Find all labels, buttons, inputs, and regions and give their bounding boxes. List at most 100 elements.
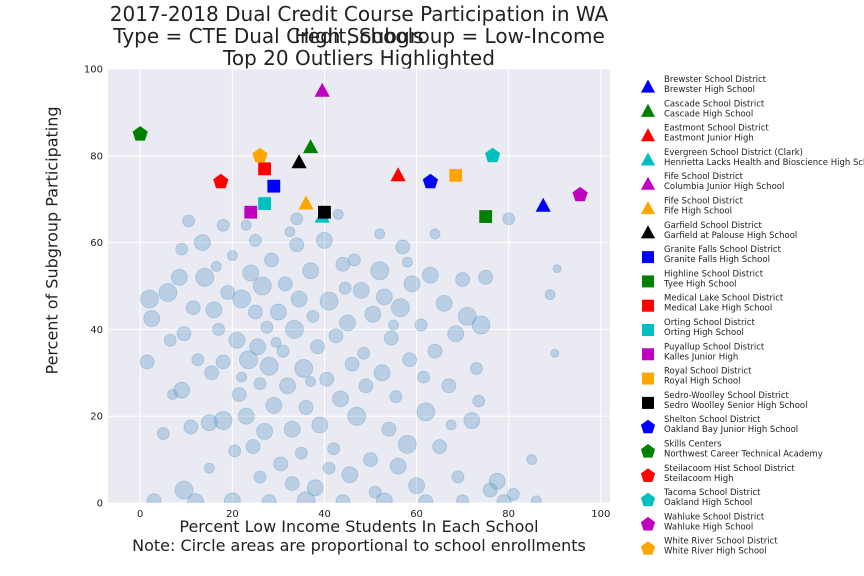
data-point: [389, 457, 407, 475]
legend-school: Tyee High School: [663, 279, 737, 289]
chart-title-line-1: 2017-2018 Dual Credit Course Participati…: [109, 2, 609, 48]
legend-district: Eastmont School District: [664, 124, 769, 134]
data-point: [408, 477, 425, 495]
data-point: [327, 442, 341, 456]
data-point: [414, 318, 428, 332]
y-tick-label: 40: [90, 325, 103, 336]
data-point: [213, 411, 233, 430]
data-point: [391, 298, 410, 318]
data-point: [200, 414, 218, 432]
legend-district: Fife School District: [664, 197, 744, 207]
data-point: [306, 479, 324, 497]
data-point: [373, 364, 391, 382]
legend-district: Highline School District: [664, 269, 764, 279]
data-point: [417, 370, 430, 384]
data-point: [231, 387, 247, 402]
data-point: [203, 462, 215, 474]
y-axis-label: Percent of Subgroup Participating: [42, 106, 62, 375]
data-point: [319, 371, 335, 387]
data-point: [158, 283, 178, 302]
highlight-marker: [258, 197, 271, 210]
data-point: [332, 390, 349, 408]
legend-marker: [640, 103, 656, 117]
legend-marker: [642, 275, 654, 288]
data-point: [226, 250, 238, 262]
legend-school: Eastmont Junior High: [664, 134, 754, 144]
legend-marker: [640, 541, 656, 555]
data-point: [270, 337, 282, 348]
legend-school: Fife High School: [664, 207, 732, 217]
data-point: [375, 288, 393, 306]
data-point: [295, 446, 308, 460]
data-point: [496, 494, 512, 503]
data-point: [185, 300, 201, 316]
data-point: [253, 377, 267, 391]
data-point: [470, 362, 483, 375]
data-point: [277, 276, 293, 292]
legend-marker: [642, 251, 654, 264]
highlight-marker: [252, 147, 268, 163]
x-tick-label: 60: [410, 509, 423, 520]
data-point: [364, 305, 382, 323]
highlight-marker: [485, 147, 501, 163]
data-point: [191, 353, 205, 367]
legend-district: Skills Centers: [664, 440, 722, 450]
legend-marker: [642, 348, 654, 361]
data-point: [212, 322, 225, 336]
chart-title-line-2: Type = CTE Dual Credit, Subgroup = Low-I…: [113, 24, 605, 48]
data-point: [455, 272, 471, 287]
data-point: [335, 494, 351, 503]
data-point: [232, 289, 251, 309]
data-point: [194, 234, 211, 252]
data-point: [526, 454, 538, 466]
legend-district: Puyallup School District: [664, 342, 765, 352]
data-point: [261, 494, 277, 503]
data-point: [247, 304, 263, 320]
data-point: [296, 491, 316, 503]
data-point: [471, 315, 491, 335]
data-point: [289, 237, 305, 253]
highlight-marker: [422, 173, 438, 189]
data-point: [328, 328, 344, 344]
data-point: [264, 252, 279, 268]
legend-district: Fife School District: [664, 172, 744, 182]
legend-marker: [640, 128, 656, 142]
data-point: [176, 326, 192, 342]
legend-school: Northwest Career Technical Academy: [664, 450, 823, 460]
data-point: [338, 281, 352, 295]
legend-marker: [640, 79, 656, 93]
x-tick-label: 40: [318, 509, 331, 520]
y-tick-label: 0: [97, 499, 103, 510]
data-point: [239, 350, 258, 370]
legend-marker: [640, 152, 656, 166]
data-point: [187, 493, 204, 503]
data-point: [290, 212, 304, 226]
data-point: [374, 228, 386, 240]
data-point: [482, 482, 498, 498]
y-tick-label: 60: [90, 238, 103, 249]
data-point: [506, 487, 520, 501]
legend-district: Royal School District: [664, 367, 752, 377]
data-point: [285, 319, 304, 339]
data-point: [432, 439, 447, 454]
data-point: [240, 219, 252, 231]
data-point: [383, 330, 399, 346]
legend-marker: [640, 468, 656, 482]
data-point: [146, 493, 162, 503]
data-point: [174, 480, 194, 500]
legend-marker: [640, 444, 656, 458]
data-point: [395, 239, 411, 255]
legend-school: Garfield at Palouse High School: [664, 231, 797, 241]
legend-marker: [640, 419, 656, 434]
data-point: [456, 494, 470, 503]
data-point: [245, 439, 261, 454]
data-point: [290, 290, 308, 308]
legend-school: Oakland Bay Junior High School: [664, 425, 798, 435]
data-point: [220, 285, 236, 300]
data-point: [347, 406, 367, 426]
data-point: [352, 281, 370, 299]
data-point: [305, 376, 317, 387]
data-point: [242, 264, 260, 282]
data-point: [441, 378, 457, 394]
x-tick-label: 100: [591, 509, 610, 520]
